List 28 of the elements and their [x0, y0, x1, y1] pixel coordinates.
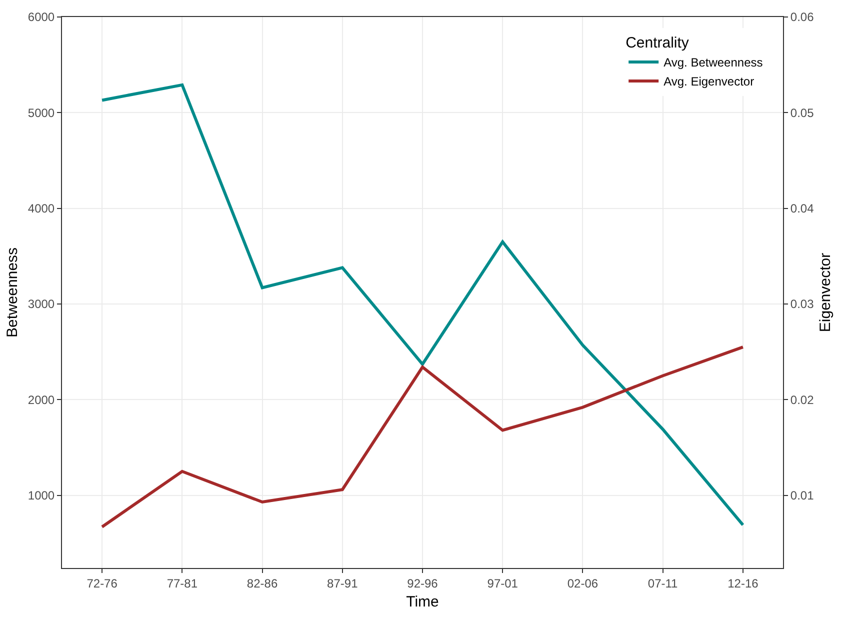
y-tick-label: 1000: [28, 488, 55, 502]
x-axis-title: Time: [406, 593, 439, 610]
y-axis-title: Betweenness: [4, 247, 22, 338]
x-tick-label: 87-91: [327, 576, 358, 590]
y2-tick-label: 0.03: [790, 297, 814, 312]
y2-tick-label: 0.01: [790, 488, 814, 502]
x-tick-label: 77-81: [166, 576, 198, 590]
x-tick-label: 97-01: [487, 576, 518, 590]
x-tick-label: 12-16: [728, 576, 759, 590]
y2-tick-label: 0.04: [790, 202, 814, 216]
y2-axis-title: Eigenvector: [817, 252, 834, 332]
y2-tick-label: 0.05: [790, 106, 814, 120]
y-tick-label: 3000: [28, 297, 55, 312]
x-tick-label: 82-86: [246, 576, 278, 590]
legend-title: Centrality: [626, 34, 690, 52]
x-tick-label: 92-96: [407, 576, 438, 590]
y-tick-label: 4000: [28, 202, 55, 216]
y-tick-label: 6000: [28, 10, 55, 24]
x-tick-label: 02-06: [567, 576, 598, 590]
legend-label: Avg. Eigenvector: [664, 74, 754, 89]
y-tick-label: 2000: [28, 392, 55, 407]
y-tick-label: 5000: [28, 106, 55, 120]
x-tick-label: 72-76: [86, 576, 118, 590]
legend-label: Avg. Betweenness: [664, 56, 763, 70]
line-series: [100, 346, 744, 528]
y2-tick-label: 0.02: [790, 392, 814, 407]
x-tick-label: 07-11: [648, 576, 678, 590]
y2-tick-label: 0.06: [790, 10, 814, 24]
